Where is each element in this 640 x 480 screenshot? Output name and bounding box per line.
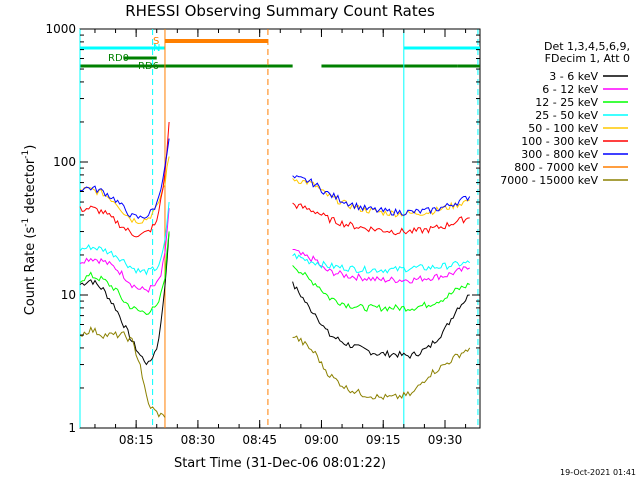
x-tick-label-2: 08:45 [242,433,277,447]
plot-border [79,28,481,429]
series-line-5-1 [292,202,470,236]
series-line-4-0 [79,156,170,225]
legend: Det 1,3,4,5,6,9,FDecim 1, Att 0 3 - 6 keV… [500,40,630,187]
series-line-2-1 [292,265,470,312]
legend-label-7: 800 - 7000 keV [514,161,598,174]
footer-timestamp: 19-Oct-2021 01:41 [560,468,636,477]
observing-flags: SNRD0RD6 [80,36,480,72]
x-tick-label-3: 09:00 [304,433,339,447]
series-line-3-1 [292,252,471,274]
x-axis-label: Start Time (31-Dec-06 08:01:22) [174,456,386,471]
series-line-2-0 [79,231,170,315]
x-tick-label-1: 08:30 [181,433,216,447]
y-axis-label-part2: detector [23,158,38,218]
legend-label-2: 12 - 25 keV [535,96,598,109]
legend-header-1: FDecim 1, Att 0 [545,52,630,65]
flag-label-0: S [153,36,159,47]
y-axis-label-sup1: -1 [21,218,31,227]
x-tick-label-4: 09:15 [366,433,401,447]
axes: 1 10 100 1000 08:15 08:30 08:45 09:00 09:15 09:30 [45,22,480,447]
legend-label-3: 25 - 50 keV [535,109,598,122]
y-axis-label-part1: Count Rate (s [23,227,38,316]
y-axis-label-sup2: -1 [21,150,31,159]
series-line-8-1 [292,335,471,401]
series-line-6-0 [79,138,170,220]
time-markers [79,29,479,428]
x-tick-label-0: 08:15 [119,433,154,447]
series-lines [79,121,471,418]
y-tick-label-0: 1 [68,421,76,435]
x-tick-label-5: 09:30 [428,433,463,447]
series-line-6-1 [292,175,471,216]
series-line-3-0 [79,201,170,276]
series-line-0-0 [79,231,170,366]
legend-label-1: 6 - 12 keV [542,83,598,96]
y-axis-label: Count Rate (s-1 detector-1) [21,145,38,316]
flag-label-5: RD6 [138,61,159,72]
series-line-1-0 [79,208,170,293]
legend-label-6: 300 - 800 keV [521,148,598,161]
plot-frame [79,28,481,429]
legend-label-8: 7000 - 15000 keV [500,174,598,187]
series-line-0-1 [292,281,470,359]
series-line-4-1 [292,178,470,218]
y-axis-label-part3: ) [23,145,38,150]
y-tick-label-3: 1000 [45,22,76,36]
y-tick-label-2: 100 [53,155,76,169]
y-tick-label-1: 10 [61,288,76,302]
legend-header-0: Det 1,3,4,5,6,9, [544,40,630,53]
flag-label-4: RD0 [108,53,129,64]
legend-label-4: 50 - 100 keV [528,122,598,135]
legend-label-5: 100 - 300 keV [521,135,598,148]
chart-title: RHESSI Observing Summary Count Rates [125,2,435,20]
series-line-8-0 [79,326,166,418]
series-line-1-1 [292,249,470,284]
legend-label-0: 3 - 6 keV [549,70,598,83]
series-line-5-0 [79,121,170,238]
